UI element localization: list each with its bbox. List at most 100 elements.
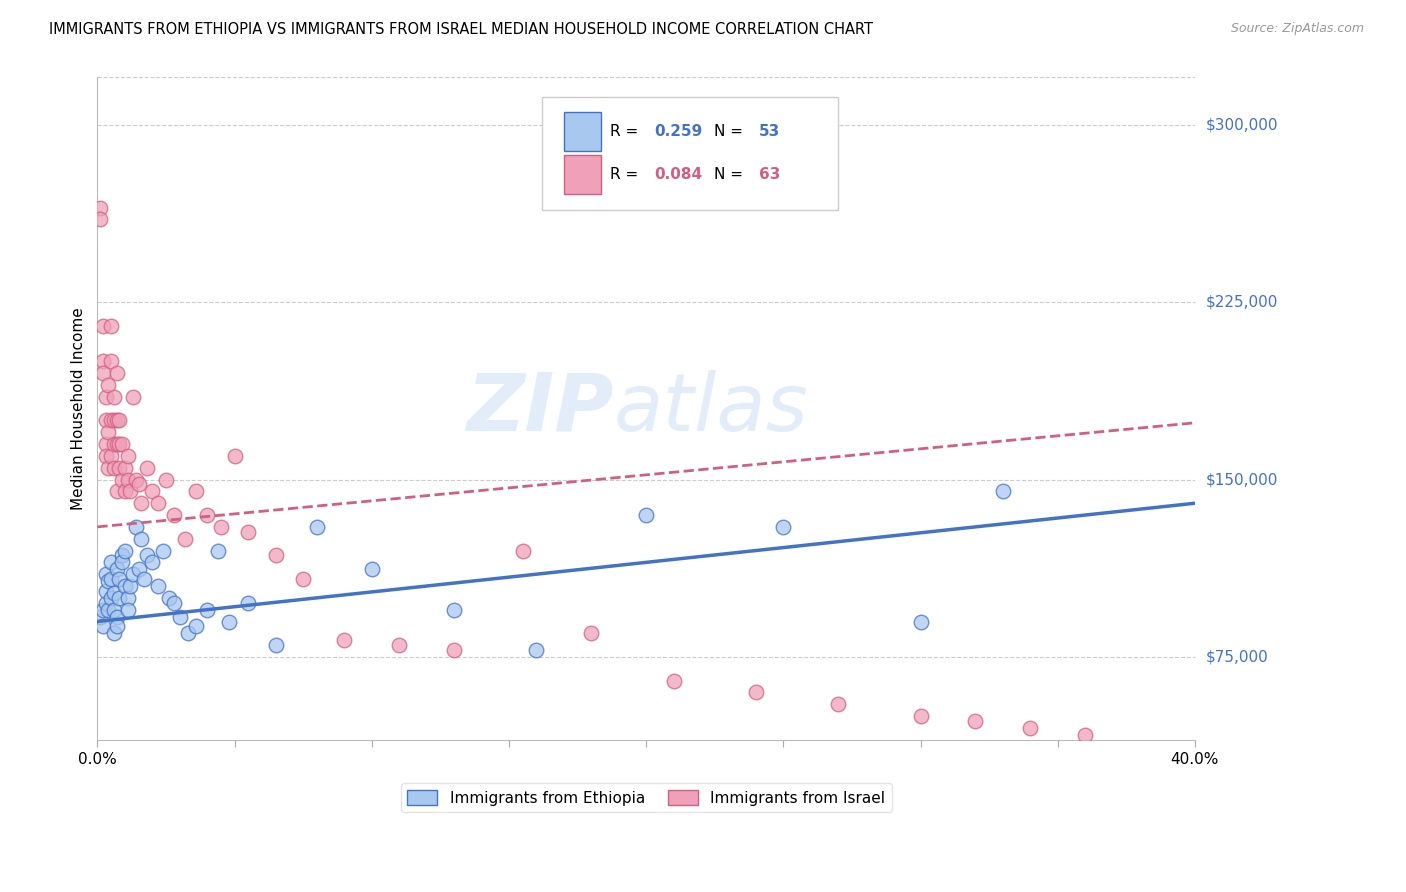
Point [1074, 728, 1097, 742]
Point [103, 437, 125, 451]
Text: R =: R = [610, 124, 643, 139]
Point [910, 615, 932, 629]
Point [125, 473, 148, 487]
Point [360, 562, 382, 576]
Point [443, 643, 465, 657]
Point [100, 413, 122, 427]
Point [105, 484, 128, 499]
Point [772, 520, 794, 534]
Point [184, 619, 207, 633]
Point [238, 524, 260, 539]
Point [745, 685, 768, 699]
Point [100, 555, 122, 569]
Point [114, 579, 136, 593]
Y-axis label: Median Household Income: Median Household Income [72, 307, 86, 510]
Point [97, 425, 120, 440]
Point [132, 572, 155, 586]
Point [105, 437, 128, 451]
Point [163, 596, 186, 610]
Point [89, 201, 111, 215]
Text: ZIP: ZIP [465, 369, 613, 448]
Point [157, 591, 180, 605]
Point [97, 574, 120, 589]
Point [114, 543, 136, 558]
Point [264, 638, 287, 652]
Point [169, 609, 191, 624]
Point [512, 543, 534, 558]
Point [184, 484, 207, 499]
Point [224, 449, 246, 463]
Point [827, 698, 849, 712]
Point [155, 473, 177, 487]
Text: atlas: atlas [613, 369, 808, 448]
Point [129, 496, 152, 510]
Point [100, 572, 122, 586]
Point [117, 591, 139, 605]
Point [114, 484, 136, 499]
Text: N =: N = [714, 124, 748, 139]
Point [388, 638, 411, 652]
Point [292, 572, 315, 586]
Text: R =: R = [610, 167, 643, 182]
Legend: Immigrants from Ethiopia, Immigrants from Israel: Immigrants from Ethiopia, Immigrants fro… [401, 783, 891, 812]
Point [1019, 721, 1042, 735]
FancyBboxPatch shape [564, 112, 602, 152]
Point [108, 413, 131, 427]
Point [94, 390, 117, 404]
Point [264, 548, 287, 562]
Point [108, 437, 131, 451]
Point [111, 473, 134, 487]
Point [94, 596, 117, 610]
Point [117, 473, 139, 487]
Point [965, 714, 987, 728]
Text: 53: 53 [759, 124, 780, 139]
Point [114, 460, 136, 475]
Point [195, 602, 218, 616]
Text: Source: ZipAtlas.com: Source: ZipAtlas.com [1230, 22, 1364, 36]
Point [103, 602, 125, 616]
Point [177, 626, 200, 640]
Point [662, 673, 685, 688]
Point [141, 555, 163, 569]
Point [195, 508, 218, 522]
Point [120, 579, 142, 593]
Point [97, 460, 120, 475]
Text: $300,000: $300,000 [1206, 117, 1278, 132]
FancyBboxPatch shape [541, 97, 838, 210]
Point [141, 484, 163, 499]
Point [100, 591, 122, 605]
Point [174, 532, 197, 546]
Point [209, 520, 232, 534]
Point [103, 413, 125, 427]
Point [91, 354, 114, 368]
Point [105, 562, 128, 576]
Point [128, 477, 150, 491]
Point [111, 548, 134, 562]
Point [117, 602, 139, 616]
Point [97, 602, 120, 616]
Point [103, 390, 125, 404]
Point [111, 555, 134, 569]
Point [94, 437, 117, 451]
Point [581, 626, 603, 640]
Point [105, 609, 128, 624]
Point [100, 449, 122, 463]
Text: 0.259: 0.259 [654, 124, 702, 139]
Point [105, 619, 128, 633]
Point [89, 212, 111, 227]
Point [94, 449, 117, 463]
Point [146, 496, 169, 510]
Point [105, 366, 128, 380]
Text: N =: N = [714, 167, 748, 182]
Point [122, 567, 145, 582]
Point [910, 709, 932, 723]
Point [91, 619, 114, 633]
Point [152, 543, 174, 558]
Point [333, 633, 356, 648]
Point [94, 413, 117, 427]
Point [108, 572, 131, 586]
Point [120, 484, 142, 499]
Text: IMMIGRANTS FROM ETHIOPIA VS IMMIGRANTS FROM ISRAEL MEDIAN HOUSEHOLD INCOME CORRE: IMMIGRANTS FROM ETHIOPIA VS IMMIGRANTS F… [49, 22, 873, 37]
Point [128, 562, 150, 576]
Point [991, 484, 1014, 499]
